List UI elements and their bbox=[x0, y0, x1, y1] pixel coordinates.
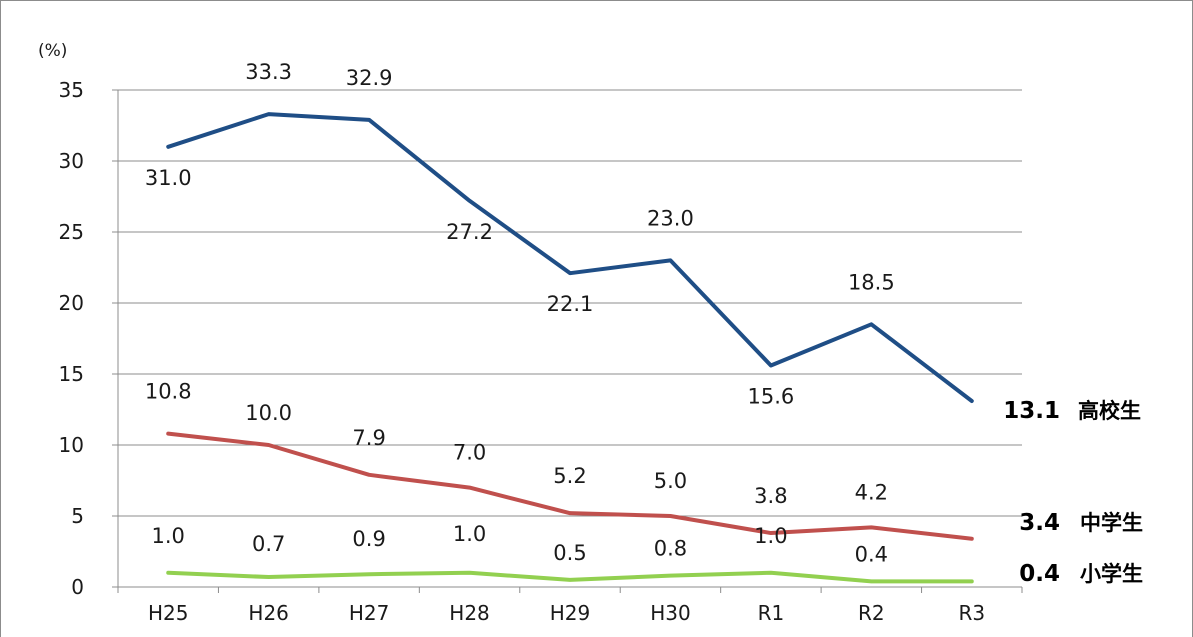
y-tick-label: 5 bbox=[71, 504, 84, 528]
data-label: 3.8 bbox=[754, 484, 787, 508]
x-tick-label: H27 bbox=[349, 601, 390, 625]
y-unit-label: (%) bbox=[38, 41, 67, 61]
data-label: 4.2 bbox=[855, 480, 888, 504]
data-label: 0.8 bbox=[654, 537, 687, 561]
series-line-1 bbox=[166, 112, 974, 403]
data-label: 0.9 bbox=[352, 527, 385, 551]
data-label: 1.0 bbox=[152, 524, 185, 548]
data-label: 0.5 bbox=[553, 541, 586, 565]
x-tick-label: H29 bbox=[550, 601, 591, 625]
series-lines bbox=[166, 112, 974, 584]
data-label: 1.0 bbox=[453, 522, 486, 546]
data-label: 5.2 bbox=[553, 464, 586, 488]
end-value-label: 3.4 bbox=[1019, 510, 1060, 536]
data-label: 27.2 bbox=[446, 220, 493, 244]
x-tick-label: H30 bbox=[650, 601, 691, 625]
data-label: 10.8 bbox=[145, 380, 192, 404]
y-tick-label: 35 bbox=[59, 78, 84, 102]
data-label: 1.0 bbox=[754, 524, 787, 548]
x-tick-label: H25 bbox=[148, 601, 189, 625]
y-tick-label: 25 bbox=[59, 220, 84, 244]
series-name-label: 中学生 bbox=[1080, 511, 1143, 535]
data-label: 5.0 bbox=[654, 469, 687, 493]
x-tick-label: R3 bbox=[958, 601, 985, 625]
x-tick-label: H26 bbox=[248, 601, 289, 625]
data-label: 32.9 bbox=[346, 66, 393, 90]
x-tick-label: R2 bbox=[858, 601, 885, 625]
data-label: 10.0 bbox=[245, 401, 292, 425]
series-name-label: 高校生 bbox=[1078, 399, 1141, 423]
y-tick-label: 30 bbox=[59, 149, 84, 173]
y-tick-label: 10 bbox=[59, 433, 84, 457]
y-tick-label: 0 bbox=[71, 575, 84, 599]
data-label: 0.7 bbox=[252, 532, 285, 556]
series-line-2 bbox=[166, 431, 974, 541]
data-label: 31.0 bbox=[145, 166, 192, 190]
y-tick-label: 20 bbox=[59, 291, 84, 315]
x-tick-label: R1 bbox=[758, 601, 785, 625]
data-label: 0.4 bbox=[855, 542, 888, 566]
data-label: 23.0 bbox=[647, 206, 694, 230]
end-value-label: 13.1 bbox=[1003, 398, 1060, 424]
data-label: 22.1 bbox=[547, 292, 594, 316]
series-line-3 bbox=[166, 570, 974, 584]
data-label: 7.0 bbox=[453, 441, 486, 465]
end-value-label: 0.4 bbox=[1019, 561, 1060, 587]
data-label: 18.5 bbox=[848, 270, 895, 294]
y-tick-label: 15 bbox=[59, 362, 84, 386]
axes: 0 5 10 15 20 25 30 35 H25 H26 H27 H28 H29 H30 R1 R2 R3 bbox=[59, 78, 1023, 625]
data-label: 15.6 bbox=[748, 384, 795, 408]
data-label: 33.3 bbox=[245, 60, 292, 84]
series-name-label: 小学生 bbox=[1080, 562, 1143, 586]
x-tick-label: H28 bbox=[449, 601, 490, 625]
data-label: 7.9 bbox=[352, 426, 385, 450]
data-labels: 31.0 33.3 32.9 27.2 22.1 23.0 15.6 18.5 13.1 高校生 1… bbox=[145, 60, 1143, 587]
